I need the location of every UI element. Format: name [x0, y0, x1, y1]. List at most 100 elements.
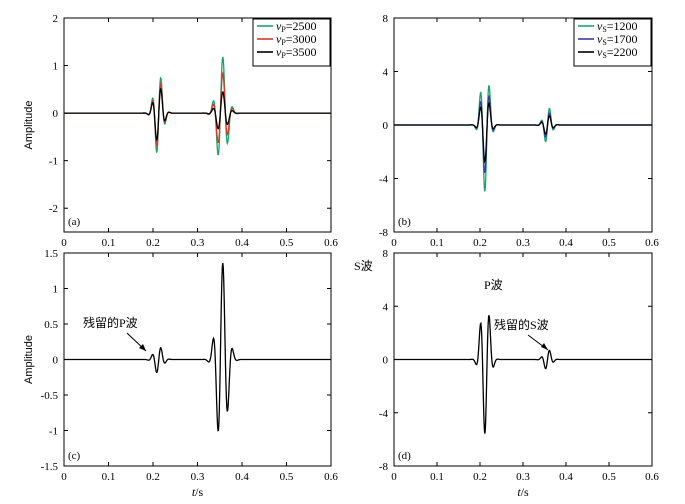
x-tick-label: 0.5 — [280, 237, 294, 249]
x-tick-label: 0.3 — [516, 237, 530, 249]
x-tick-label: 0.4 — [235, 471, 249, 483]
legend-value: =3000 — [286, 32, 317, 46]
legend-sub: S — [602, 51, 606, 60]
series-line-1 — [64, 56, 331, 156]
y-tick-label: 0 — [53, 355, 59, 367]
x-tick-label: 0.4 — [235, 237, 249, 249]
legend-box — [252, 18, 331, 67]
y-tick-label: 4 — [383, 67, 389, 79]
legend-entry: vS=1700 — [597, 32, 638, 47]
x-tick-label: 0.6 — [645, 237, 659, 249]
x-tick-label: 0.1 — [430, 237, 444, 249]
panel-label: (b) — [398, 216, 411, 228]
legend-value: =3500 — [286, 45, 317, 59]
x-tick-label: 0.1 — [102, 237, 116, 249]
series-line-1 — [394, 85, 652, 192]
annotation-arrow-head — [139, 344, 146, 351]
legend-sub: P — [281, 25, 286, 34]
series-line-2 — [394, 94, 652, 174]
legend-entry: vP=3500 — [276, 45, 317, 60]
y-axis-label: Amplitude — [23, 101, 35, 150]
x-tick-label: 0.4 — [559, 471, 573, 483]
y-tick-label: -8 — [379, 227, 389, 239]
x-tick-label: 0.5 — [602, 237, 616, 249]
y-axis-label: Amplitude — [23, 335, 35, 384]
x-tick-label: 0.6 — [324, 471, 338, 483]
chart-panel-c: 0 0.1 0.2 0.3 0.4 0.5 0.6 -1.5 -1 -0.5 0 0.5 1 1.5 Amp… — [23, 248, 373, 499]
legend-var: v — [276, 45, 282, 59]
legend-var: v — [276, 32, 282, 46]
x-tick-label: 0.6 — [324, 237, 338, 249]
y-tick-label: 0 — [383, 355, 389, 367]
x-axis-label-var: t — [517, 485, 521, 499]
x-tick-label: 0 — [61, 471, 67, 483]
x-tick-label: 0.6 — [645, 471, 659, 483]
panel-label: (a) — [68, 216, 81, 228]
legend-sub: S — [602, 38, 606, 47]
y-tick-label: 0.5 — [44, 319, 58, 331]
y-tick-label: 1 — [53, 284, 59, 296]
legend-entry: vS=1200 — [597, 19, 638, 34]
series-line-1 — [64, 262, 331, 432]
legend-var: v — [276, 19, 282, 33]
legend-sub: S — [602, 25, 606, 34]
series-line-1 — [394, 315, 652, 434]
x-tick-label: 0.2 — [146, 237, 160, 249]
legend-entry: vP=3000 — [276, 32, 317, 47]
x-axis-label: t/s — [192, 485, 204, 499]
y-tick-label: -1 — [49, 426, 58, 438]
x-tick-label: 0.3 — [516, 471, 530, 483]
annotation-residual-s: 残留的S波 — [494, 317, 549, 332]
x-tick-label: 0.2 — [473, 237, 487, 249]
x-axis-label-unit: /s — [521, 485, 529, 499]
legend-var: v — [597, 32, 603, 46]
legend-entry: vP=2500 — [276, 19, 317, 34]
y-tick-label: -0.5 — [41, 390, 59, 402]
y-tick-label: -4 — [379, 174, 389, 186]
panel-label: (d) — [398, 450, 411, 462]
x-axis-label-var: t — [192, 485, 196, 499]
x-tick-label: 0.4 — [559, 237, 573, 249]
legend-value: =2200 — [607, 45, 638, 59]
x-tick-label: 0 — [61, 237, 67, 249]
x-tick-label: 0.3 — [191, 237, 205, 249]
x-tick-label: 0.5 — [602, 471, 616, 483]
legend-sub: P — [281, 51, 286, 60]
chart-panel-a: 0 0.1 0.2 0.3 0.4 0.5 0.6-2-1012Amplitude(a)vP… — [23, 13, 338, 249]
y-tick-label: 0 — [383, 120, 389, 132]
y-tick-label: -4 — [379, 408, 389, 420]
y-tick-label: -1 — [49, 156, 58, 168]
legend-value: =1200 — [607, 19, 638, 33]
annotation-arrow-head — [541, 343, 548, 350]
legend-value: =2500 — [286, 19, 317, 33]
annotation-p-wave: P波 — [484, 278, 503, 292]
y-tick-label: 0 — [53, 108, 59, 120]
series-line-2 — [64, 71, 331, 147]
legend-value: =1700 — [607, 32, 638, 46]
series-line-3 — [64, 87, 331, 141]
x-axis-label: t/s — [517, 485, 529, 499]
series-line-3 — [394, 101, 652, 164]
x-tick-label: 0.5 — [280, 471, 294, 483]
x-tick-label: 0.3 — [191, 471, 205, 483]
y-tick-label: 4 — [383, 301, 389, 313]
legend-var: v — [597, 19, 603, 33]
legend-sub: P — [281, 38, 286, 47]
y-tick-label: 2 — [53, 13, 59, 25]
x-tick-label: 0.2 — [473, 471, 487, 483]
annotation-s-wave: S波 — [354, 259, 373, 273]
panel-label: (c) — [68, 450, 81, 462]
x-tick-label: 0.1 — [430, 471, 444, 483]
y-tick-label: -1.5 — [41, 461, 59, 473]
legend-box — [573, 18, 652, 67]
y-tick-label: 1.5 — [44, 248, 58, 260]
y-tick-label: -8 — [379, 461, 389, 473]
y-tick-label: 8 — [383, 13, 389, 25]
legend-var: v — [597, 45, 603, 59]
y-tick-label: 1 — [53, 61, 59, 73]
x-tick-label: 0.1 — [102, 471, 116, 483]
chart-panel-b: 0 0.1 0.2 0.3 0.4 0.5 0.6-8-4048(b)vS=1200vS=1… — [379, 13, 660, 249]
